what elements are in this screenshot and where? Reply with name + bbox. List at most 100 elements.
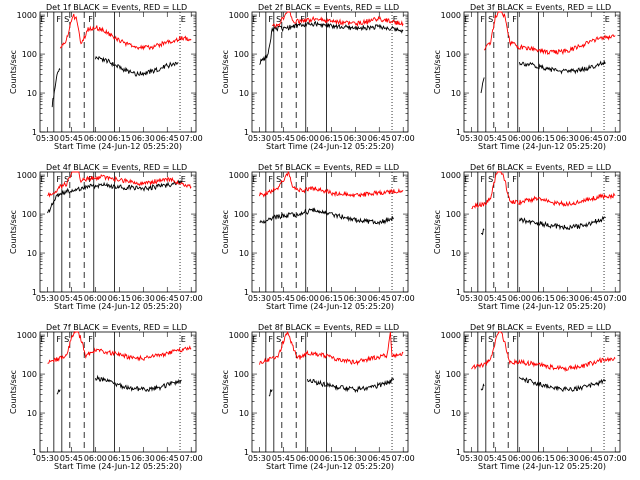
x-tick-label: 06:45: [156, 134, 179, 143]
y-tick-label: 100: [446, 50, 461, 59]
y-tick-label: 10: [451, 249, 461, 258]
x-tick-label: 05:30: [36, 294, 59, 303]
x-tick-label: 05:45: [60, 454, 83, 463]
plot-frame: [39, 11, 197, 133]
x-tick-label: 05:30: [248, 134, 271, 143]
panel-4: Det 4f BLACK = Events, RED = LLD 1 10 100 10…: [9, 163, 203, 311]
x-tick-label: 07:00: [392, 134, 415, 143]
x-tick-label: 06:45: [368, 454, 391, 463]
panel-2: Det 2f BLACK = Events, RED = LLD 1 10 100 10…: [221, 3, 415, 151]
events-series-line: [480, 77, 485, 94]
plot-frame: [39, 171, 197, 293]
panel-title: Det 9f BLACK = Events, RED = LLD: [470, 323, 611, 332]
x-tick-label: 06:15: [532, 294, 555, 303]
events-series-line: [518, 59, 606, 75]
region-label: F: [480, 335, 485, 344]
events-series-line: [51, 67, 61, 108]
lld-series-line: [47, 330, 192, 364]
y-tick-label: 1000: [441, 171, 461, 180]
y-axis-label: Counts/sec: [9, 210, 18, 254]
y-tick-label: 100: [234, 210, 249, 219]
events-series-line: [94, 55, 179, 78]
x-tick-label: 06:15: [320, 294, 343, 303]
x-tick-label: 05:30: [36, 134, 59, 143]
panel-6: Det 6f BLACK = Events, RED = LLD 1 10 100 10…: [433, 163, 627, 311]
lld-series-line: [483, 11, 616, 56]
y-tick-label: 1: [32, 448, 37, 457]
y-tick-label: 100: [22, 210, 37, 219]
region-label: S: [276, 335, 281, 344]
region-label: F: [56, 175, 61, 184]
y-tick-label: 1: [456, 288, 461, 297]
x-tick-label: 05:45: [484, 454, 507, 463]
x-tick-label: 06:45: [156, 294, 179, 303]
plot-frame: [463, 331, 621, 453]
y-tick-label: 1000: [17, 11, 37, 20]
y-tick-label: 10: [451, 89, 461, 98]
y-tick-label: 10: [239, 249, 249, 258]
y-tick-label: 1000: [229, 11, 249, 20]
x-tick-label: 06:15: [108, 454, 131, 463]
panel-title: Det 7f BLACK = Events, RED = LLD: [46, 323, 187, 332]
x-tick-label: 05:30: [248, 294, 271, 303]
region-label: E: [252, 175, 257, 184]
x-tick-label: 06:00: [84, 294, 107, 303]
x-tick-label: 06:00: [296, 294, 319, 303]
events-series-line: [259, 207, 394, 226]
y-tick-label: 10: [239, 89, 249, 98]
events-series-line: [480, 228, 485, 236]
region-label: E: [393, 15, 398, 24]
x-tick-label: 05:30: [460, 134, 483, 143]
x-tick-label: 07:00: [392, 454, 415, 463]
plot-frame: [39, 331, 197, 453]
x-tick-label: 05:45: [60, 134, 83, 143]
events-series-line: [518, 215, 606, 231]
x-axis-label: Start Time (24-Jun-12 05:25:20): [478, 302, 606, 311]
region-label: E: [605, 175, 610, 184]
x-tick-label: 06:30: [132, 134, 155, 143]
region-label: E: [181, 15, 186, 24]
events-series-line: [47, 179, 183, 214]
y-axis-label: Counts/sec: [433, 370, 442, 414]
lld-series-line: [471, 331, 616, 373]
y-tick-label: 100: [446, 370, 461, 379]
events-series-line: [56, 389, 61, 395]
panel-title: Det 6f BLACK = Events, RED = LLD: [470, 163, 611, 172]
events-series-line: [518, 376, 606, 393]
y-axis-label: Counts/sec: [433, 50, 442, 94]
panel-9: Det 9f BLACK = Events, RED = LLD 1 10 100 10…: [433, 323, 627, 471]
x-axis-label: Start Time (24-Jun-12 05:25:20): [478, 142, 606, 151]
x-tick-label: 07:00: [604, 454, 627, 463]
x-axis-label: Start Time (24-Jun-12 05:25:20): [54, 302, 182, 311]
region-label: E: [181, 175, 186, 184]
x-tick-label: 07:00: [180, 454, 203, 463]
x-tick-label: 05:45: [272, 134, 295, 143]
region-label: S: [64, 175, 69, 184]
lld-series-line: [259, 331, 404, 366]
x-tick-label: 06:45: [580, 134, 603, 143]
y-axis-label: Counts/sec: [221, 210, 230, 254]
lld-series-line: [47, 171, 192, 198]
events-series-line: [259, 20, 404, 65]
y-tick-label: 1: [244, 288, 249, 297]
y-axis-label: Counts/sec: [221, 370, 230, 414]
y-tick-label: 10: [27, 409, 37, 418]
plot-frame: [251, 331, 409, 453]
x-tick-label: 06:15: [108, 134, 131, 143]
x-tick-label: 06:00: [84, 134, 107, 143]
panel-title: Det 3f BLACK = Events, RED = LLD: [470, 3, 611, 12]
y-axis-label: Counts/sec: [433, 210, 442, 254]
panel-title: Det 4f BLACK = Events, RED = LLD: [46, 163, 187, 172]
x-tick-label: 05:30: [36, 454, 59, 463]
panel-3: Det 3f BLACK = Events, RED = LLD 1 10 100 10…: [433, 3, 627, 151]
y-tick-label: 1: [32, 288, 37, 297]
x-axis-label: Start Time (24-Jun-12 05:25:20): [266, 462, 394, 471]
x-tick-label: 06:15: [108, 294, 131, 303]
y-tick-label: 10: [239, 409, 249, 418]
x-tick-label: 05:45: [484, 294, 507, 303]
region-label: F: [56, 335, 61, 344]
x-tick-label: 06:00: [508, 454, 531, 463]
panel-title: Det 2f BLACK = Events, RED = LLD: [258, 3, 399, 12]
region-label: F: [480, 15, 485, 24]
